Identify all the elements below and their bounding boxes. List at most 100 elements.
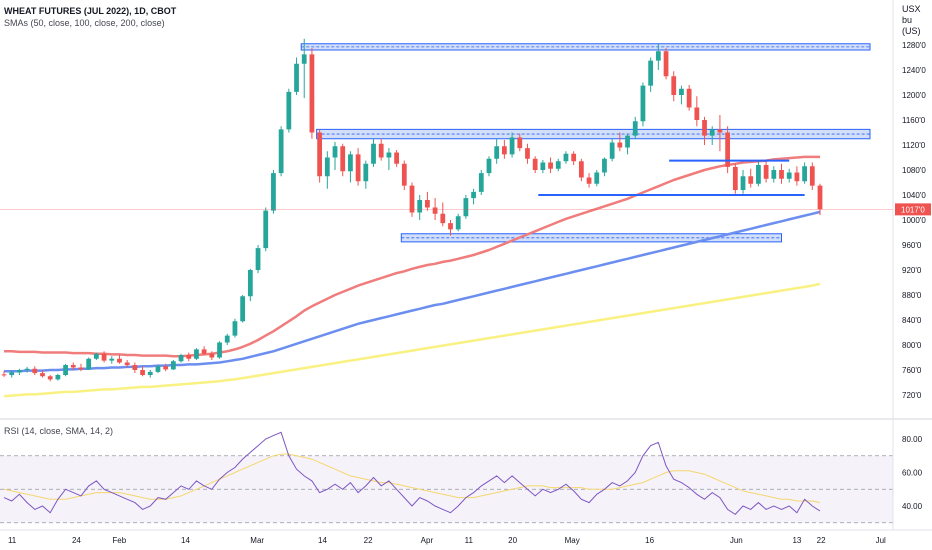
price-tick-label: 1280'0 [902,41,926,50]
candle-body [93,353,99,359]
candle [332,141,338,170]
candle-body [471,191,476,199]
candle [478,170,484,195]
candle [17,368,22,375]
candle-body [663,51,669,77]
currency-label: USX [902,4,921,14]
candle [9,370,15,378]
price-tick-label: 1120'0 [902,141,926,150]
candle [440,202,446,227]
candle [340,143,346,177]
candle [24,366,30,373]
candle [417,195,423,220]
candle-body [201,349,207,354]
candle-body [309,54,315,133]
sma-line-sma-200 [3,282,821,398]
candle [117,355,122,364]
candle [140,366,145,377]
candle-body [648,60,654,86]
candle-body [24,368,30,370]
candle-body [655,51,661,61]
candle [779,163,784,184]
candle-body [70,365,76,368]
rsi-tick-label: 40.00 [902,502,923,511]
price-tick-label: 920'0 [902,266,922,275]
candle [425,191,430,211]
candle-body [602,158,607,173]
candle [802,162,807,184]
candle-body [348,154,353,172]
candle [294,57,299,95]
candle [525,143,530,164]
time-tick-label: 11 [465,536,474,545]
candle [309,48,315,139]
candle [232,318,238,338]
candle-body [609,142,615,159]
candle-body [17,370,22,373]
rsi-legend[interactable]: RSI (14, close, SMA, 14, 2) [4,426,114,436]
candle-body [779,170,784,179]
candle [247,268,253,302]
candle [109,356,115,364]
candle [263,207,269,252]
candle [355,148,361,186]
candle [709,126,715,145]
time-tick-label: 14 [318,536,327,545]
candle [301,38,307,99]
price-tick-label: 760'0 [902,366,922,375]
candle-body [163,366,169,370]
symbol-title[interactable]: WHEAT FUTURES (JUL 2022), 1D, CBOT [4,6,177,16]
candle [194,348,199,360]
candle-body [124,362,130,365]
candle-body [617,142,623,148]
price-tick-label: 720'0 [902,391,922,400]
candle-body [132,365,138,370]
candle-body [194,349,199,359]
candle [386,148,392,170]
candle [317,129,323,183]
unit-label: bu (US) [902,15,921,36]
rsi-line [3,431,821,516]
candle [378,138,384,161]
candle-body [355,154,361,182]
price-tick-label: 960'0 [902,241,922,250]
candle-body [1,374,7,376]
candle [578,158,584,182]
candle-body [432,207,438,214]
candle [409,182,415,217]
candle-body [425,200,430,208]
candle [217,341,222,359]
candle [717,115,723,152]
candle [32,366,38,375]
candle [101,351,107,363]
candle-body [109,358,115,361]
candle-body [686,88,692,108]
candle-body [501,146,507,155]
price-tick-label: 800'0 [902,341,922,350]
candle [640,82,646,127]
candle-body [463,198,469,217]
sma-legend[interactable]: SMAs (50, close, 100, close, 200, close) [4,18,165,28]
candle [401,160,407,190]
candle-body [709,129,715,136]
candle [586,173,592,188]
candle [132,362,138,374]
candle [494,138,500,164]
candle-body [224,335,230,343]
candle [771,166,777,183]
candle [448,220,453,236]
candle-body [147,371,153,375]
candle-body [294,63,299,92]
candle-body [324,157,330,177]
candle-body [263,210,269,249]
price-tick-label: 1040'0 [902,191,926,200]
candle [63,363,68,377]
time-tick-label: 22 [364,536,373,545]
candle [70,362,76,370]
candle-body [409,185,415,213]
candle-body [717,129,723,133]
candle [432,198,438,220]
rsi-tick-label: 80.00 [902,435,923,444]
candle-body [525,148,530,159]
